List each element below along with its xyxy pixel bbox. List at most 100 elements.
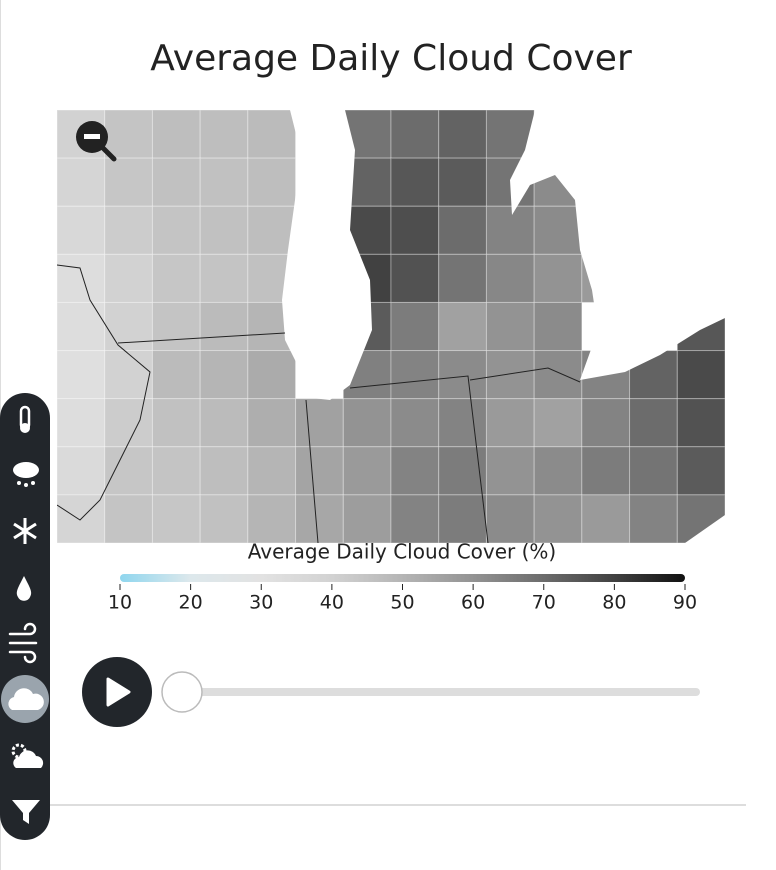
lake <box>510 110 725 380</box>
slider-thumb[interactable] <box>161 671 203 713</box>
county-cell <box>533 398 583 448</box>
county-cell <box>151 205 201 255</box>
county-cell <box>199 157 249 207</box>
county-cell <box>57 350 106 400</box>
zoom-out-button[interactable] <box>76 121 117 162</box>
county-cell <box>629 398 678 448</box>
county-cell <box>485 494 535 543</box>
county-cell <box>629 446 678 496</box>
county-cell <box>199 398 249 448</box>
icon <box>13 462 39 478</box>
lake <box>685 515 725 543</box>
county-cell <box>438 205 487 255</box>
county-cell <box>342 446 392 496</box>
county-cell <box>104 157 153 207</box>
icon <box>8 688 44 710</box>
county-cell <box>151 494 201 543</box>
play-icon <box>106 677 131 707</box>
county-cell <box>676 446 725 496</box>
humidity-button[interactable] <box>16 576 32 601</box>
county-cell <box>295 446 344 496</box>
county-cell <box>151 110 201 159</box>
county-cell <box>151 157 201 207</box>
county-cell <box>57 205 106 255</box>
filter-button[interactable] <box>12 800 40 824</box>
county-cell <box>581 494 631 543</box>
county-cell <box>104 110 153 159</box>
county-cell <box>581 398 631 448</box>
county-cell <box>57 253 106 303</box>
cloud-button[interactable] <box>1 675 49 723</box>
map-overlay <box>57 110 725 543</box>
icon <box>24 483 28 487</box>
county-cell <box>151 398 201 448</box>
slider-track[interactable] <box>182 688 700 696</box>
page-title: Average Daily Cloud Cover <box>150 38 632 79</box>
county-cell <box>390 205 440 255</box>
county-cell <box>295 494 344 543</box>
legend-bar <box>120 574 685 582</box>
county-cell <box>151 253 201 303</box>
legend-tick-label: 90 <box>673 592 697 614</box>
county-cell <box>438 157 487 207</box>
precipitation-button[interactable] <box>13 462 39 487</box>
county-cell <box>199 494 249 543</box>
county-cell <box>247 398 297 448</box>
county-cell <box>390 110 440 159</box>
sidebar <box>0 393 50 840</box>
lake <box>282 110 372 400</box>
icon <box>17 481 21 485</box>
county-cell <box>199 253 249 303</box>
sidebar-bg <box>0 393 50 840</box>
county-cell <box>390 157 440 207</box>
sun-cloud-button[interactable] <box>11 743 44 768</box>
county-cell <box>390 446 440 496</box>
county-cell <box>485 398 535 448</box>
county-cell <box>533 301 583 352</box>
legend-tick-label: 20 <box>179 592 203 614</box>
county-cell <box>104 398 153 448</box>
county-cell <box>342 494 392 543</box>
county-cell <box>676 398 725 448</box>
county-cell <box>533 494 583 543</box>
temperature-button[interactable] <box>19 405 31 433</box>
legend-tick-label: 40 <box>320 592 344 614</box>
icon <box>31 481 35 485</box>
state-border <box>117 332 286 344</box>
zoom-icon <box>84 134 100 139</box>
county-cell <box>295 398 344 448</box>
county-cell <box>57 398 106 448</box>
county-cell <box>342 398 392 448</box>
county-cell <box>247 494 297 543</box>
county-cell <box>581 446 631 496</box>
county-cell <box>104 446 153 496</box>
play-button[interactable] <box>82 657 152 727</box>
county-cell <box>247 110 297 159</box>
county-cell <box>247 205 297 255</box>
snow-button[interactable] <box>13 518 37 544</box>
county-cell <box>485 446 535 496</box>
county-cell <box>151 446 201 496</box>
zoom-icon <box>100 145 117 162</box>
county-cell <box>199 350 249 400</box>
county-cell <box>57 301 106 352</box>
legend-tick-label: 80 <box>602 592 626 614</box>
legend: 10 20 30 40 50 60 70 80 90 <box>108 584 697 614</box>
county-cell <box>533 350 583 400</box>
county-cell <box>533 253 583 303</box>
county-cell <box>485 253 535 303</box>
county-cell <box>199 110 249 159</box>
county-cell <box>390 301 440 352</box>
state-border <box>57 264 151 521</box>
icon <box>13 750 44 768</box>
legend-tick-label: 60 <box>461 592 485 614</box>
county-cell <box>485 350 535 400</box>
county-cell <box>57 446 106 496</box>
icon <box>20 423 30 433</box>
wind-button[interactable] <box>8 622 38 664</box>
county-cell <box>199 205 249 255</box>
legend-tick-label: 30 <box>249 592 273 614</box>
county-cell <box>390 350 440 400</box>
county-cell <box>247 350 297 400</box>
county-cell <box>199 446 249 496</box>
